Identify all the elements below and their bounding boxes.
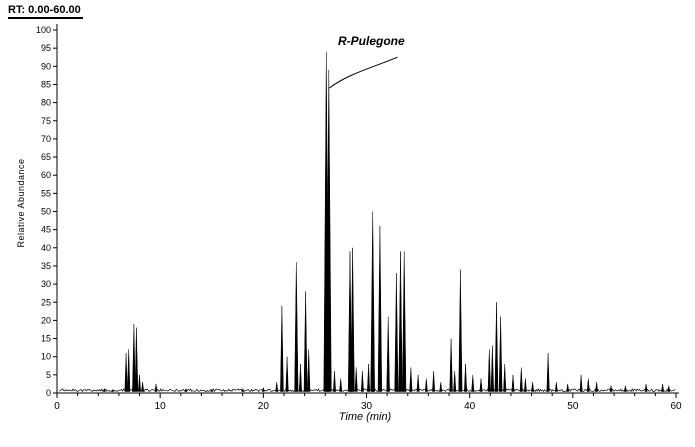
svg-text:100: 100 bbox=[36, 25, 51, 35]
svg-text:30: 30 bbox=[361, 401, 373, 412]
svg-text:0: 0 bbox=[46, 388, 51, 398]
svg-text:20: 20 bbox=[258, 401, 270, 412]
svg-text:35: 35 bbox=[41, 261, 51, 271]
svg-text:25: 25 bbox=[41, 297, 51, 307]
x-axis-title: Time (min) bbox=[338, 411, 392, 423]
svg-text:15: 15 bbox=[41, 334, 51, 344]
svg-text:0: 0 bbox=[54, 401, 60, 412]
svg-text:90: 90 bbox=[41, 61, 51, 71]
svg-text:60: 60 bbox=[41, 170, 51, 180]
svg-text:50: 50 bbox=[567, 401, 579, 412]
rt-range-label: RT: 0.00-60.00 bbox=[8, 4, 83, 19]
svg-text:75: 75 bbox=[41, 116, 51, 126]
svg-text:55: 55 bbox=[41, 188, 51, 198]
svg-text:10: 10 bbox=[41, 352, 51, 362]
svg-text:85: 85 bbox=[41, 79, 51, 89]
y-axis-title: Relative Abundance bbox=[16, 158, 26, 248]
svg-text:65: 65 bbox=[41, 152, 51, 162]
svg-text:20: 20 bbox=[41, 315, 51, 325]
svg-text:40: 40 bbox=[464, 401, 476, 412]
svg-text:30: 30 bbox=[41, 279, 51, 289]
svg-text:95: 95 bbox=[41, 43, 51, 53]
svg-text:50: 50 bbox=[41, 207, 51, 217]
svg-text:40: 40 bbox=[41, 243, 51, 253]
svg-text:80: 80 bbox=[41, 98, 51, 108]
svg-text:45: 45 bbox=[41, 225, 51, 235]
svg-text:70: 70 bbox=[41, 134, 51, 144]
svg-text:5: 5 bbox=[46, 370, 51, 380]
peak-annotation-label: R-Pulegone bbox=[338, 34, 405, 48]
svg-text:10: 10 bbox=[155, 401, 167, 412]
svg-text:60: 60 bbox=[670, 401, 682, 412]
